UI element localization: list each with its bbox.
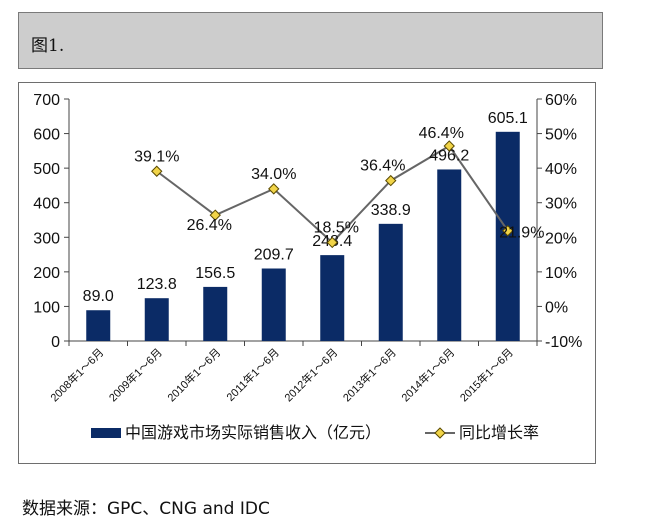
- bar-value-label: 496.2: [429, 147, 469, 164]
- revenue-bar: [320, 255, 345, 341]
- figure-caption: 图1.: [31, 36, 65, 56]
- x-category-label: 2012年1～6月: [281, 345, 340, 404]
- legend-label-growth: 同比增长率: [459, 424, 539, 442]
- revenue-bar: [378, 223, 403, 341]
- left-tick-label: 100: [33, 299, 60, 316]
- x-category-label: 2010年1～6月: [164, 345, 223, 404]
- growth-rate-marker: [151, 165, 163, 177]
- figure-caption-box: 图1.: [18, 12, 603, 69]
- right-tick-label: -10%: [545, 334, 582, 351]
- revenue-bar: [144, 298, 169, 341]
- growth-rate-marker: [502, 225, 514, 237]
- growth-rate-marker: [385, 174, 397, 187]
- growth-rate-label: 39.1%: [134, 148, 179, 165]
- bar-value-label: 338.9: [371, 202, 411, 219]
- bar-value-label: 605.1: [488, 110, 528, 127]
- growth-rate-label: 46.4%: [419, 125, 464, 142]
- revenue-bar: [261, 268, 286, 341]
- growth-rate-label: 34.0%: [251, 166, 296, 183]
- bar-value-label: 123.8: [137, 276, 177, 293]
- revenue-bar: [86, 310, 111, 341]
- growth-rate-label: 21.9%: [499, 225, 544, 242]
- right-tick-label: 50%: [545, 127, 577, 144]
- left-tick-label: 0: [51, 334, 60, 351]
- right-tick-label: 30%: [545, 196, 577, 213]
- left-tick-label: 200: [33, 265, 60, 282]
- right-tick-label: 0%: [545, 299, 568, 316]
- growth-rate-marker: [209, 209, 221, 221]
- legend-swatch-bar: [91, 428, 121, 438]
- growth-rate-marker: [326, 236, 338, 249]
- x-category-label: 2008年1～6月: [47, 345, 106, 404]
- x-category-label: 2013年1～6月: [340, 345, 399, 404]
- left-tick-label: 500: [33, 161, 60, 178]
- x-category-label: 2011年1～6月: [223, 345, 282, 404]
- growth-rate-label: 18.5%: [314, 219, 359, 236]
- combo-chart: 0 100 200 300 400 500 600 700 -10% 0% 10% 20% 30% 40%…: [33, 92, 582, 442]
- chart-frame: 0 100 200 300 400 500 600 700 -10% 0% 10% 20% 30% 40%…: [18, 82, 596, 464]
- growth-rate-label: 36.4%: [360, 158, 405, 175]
- right-tick-label: 40%: [545, 161, 577, 178]
- right-tick-label: 10%: [545, 265, 577, 282]
- legend-swatch-marker: [434, 427, 446, 439]
- left-tick-label: 400: [33, 196, 60, 213]
- revenue-bar: [203, 286, 228, 341]
- bar-value-label: 156.5: [195, 265, 235, 282]
- right-tick-label: 20%: [545, 230, 577, 247]
- growth-rate-label: 26.4%: [187, 217, 232, 234]
- x-category-label: 2009年1～6月: [106, 345, 165, 404]
- left-tick-label: 700: [33, 92, 60, 109]
- right-tick-label: 60%: [545, 92, 577, 109]
- growth-rate-marker: [443, 140, 455, 152]
- x-category-label: 2015年1～6月: [457, 345, 516, 404]
- legend-label-revenue: 中国游戏市场实际销售收入（亿元）: [125, 424, 381, 442]
- revenue-bar: [437, 169, 462, 341]
- data-source-note: 数据来源：GPC、CNG and IDC: [22, 499, 270, 519]
- left-tick-label: 600: [33, 127, 60, 144]
- left-tick-label: 300: [33, 230, 60, 247]
- growth-rate-marker: [268, 183, 280, 195]
- bar-value-label: 89.0: [83, 288, 114, 305]
- x-category-label: 2014年1～6月: [398, 345, 457, 404]
- bar-value-label: 209.7: [254, 247, 294, 264]
